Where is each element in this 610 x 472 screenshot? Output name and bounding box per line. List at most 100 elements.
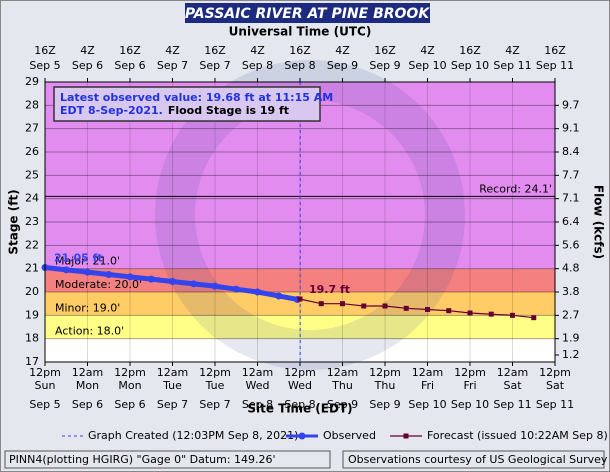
legend-label: Forecast (issued 10:22AM Sep 8) <box>427 429 608 442</box>
legend-marker <box>298 432 306 440</box>
forecast-point <box>340 301 345 307</box>
x-tick-day: Mon <box>76 379 99 392</box>
x-tick-day: Thu <box>331 379 353 392</box>
forecast-point <box>361 303 367 309</box>
x-tick-date: Sep 7 <box>199 398 230 411</box>
y2-tick-label: 9.1 <box>562 122 580 135</box>
x-tick-day: Tue <box>162 379 182 392</box>
flood-category-label: Moderate: 20.0' <box>55 278 142 291</box>
record-label: Record: 24.1' <box>479 182 552 195</box>
top-tick-label: 16Z <box>459 44 481 57</box>
y-tick-label: 20 <box>25 285 39 298</box>
x-tick-date: Sep 7 <box>157 398 188 411</box>
info-flood-stage: Flood Stage is 19 ft <box>168 104 289 117</box>
top-tick-date: Sep 7 <box>157 59 188 72</box>
forecast-point <box>467 310 473 316</box>
legend-label: Graph Created (12:03PM Sep 8, 2021) <box>88 429 298 442</box>
forecast-point <box>425 307 430 312</box>
top-tick-label: 4Z <box>80 44 95 57</box>
title-bar <box>185 3 430 23</box>
top-tick-label: 16Z <box>544 44 566 57</box>
top-tick-label: 16Z <box>289 44 311 57</box>
y-tick-label: 18 <box>25 332 39 345</box>
info-line: Latest observed value: 19.68 ft at 11:15… <box>60 91 333 104</box>
x-tick-date: Sep 11 <box>493 398 531 411</box>
top-tick-date: Sep 9 <box>327 59 358 72</box>
top-axis-title: Universal Time (UTC) <box>229 25 372 39</box>
observed-point <box>169 278 176 285</box>
footer-box <box>342 450 605 469</box>
y-tick-label: 24 <box>25 192 39 205</box>
y2-tick-label: 7.7 <box>562 168 580 181</box>
x-tick-date: Sep 8 <box>284 398 315 411</box>
x-tick-label: 12pm <box>284 366 316 379</box>
x-tick-label: 12pm <box>114 366 146 379</box>
info-line: EDT 8-Sep-2021. Flood Stage is 19 ft <box>60 104 289 117</box>
top-tick-date: Sep 6 <box>72 59 103 72</box>
y-axis-title: Stage (ft) <box>7 189 21 254</box>
annotation: 21.05 ft <box>54 252 103 265</box>
top-tick-label: 16Z <box>204 44 226 57</box>
x-tick-date: Sep 10 <box>408 398 446 411</box>
x-tick-label: 12pm <box>454 366 486 379</box>
y2-tick-label: 9.7 <box>562 98 580 111</box>
y2-tick-label: 2.7 <box>562 308 580 321</box>
flood-category-label: Major: 21.0' <box>55 255 120 268</box>
top-tick-date: Sep 11 <box>536 59 574 72</box>
y-tick-label: 19 <box>25 308 39 321</box>
annotation: 19.7 ft <box>309 283 350 296</box>
y2-tick-label: 7.1 <box>562 192 580 205</box>
y2-tick-label: 6.4 <box>562 215 580 228</box>
y2-tick-label: 3.8 <box>562 285 580 298</box>
x-tick-label: 12am <box>157 366 188 379</box>
legend-label: Observed <box>323 429 376 442</box>
top-tick-date: Sep 10 <box>408 59 446 72</box>
x-tick-label: 12pm <box>539 366 571 379</box>
top-tick-date: Sep 8 <box>284 59 315 72</box>
observed-point <box>211 282 219 290</box>
top-tick-date: Sep 9 <box>369 59 400 72</box>
y2-axis-title: Flow (kcfs) <box>592 185 606 259</box>
x-tick-date: Sep 8 <box>242 398 273 411</box>
forecast-point <box>488 311 494 317</box>
y-tick-label: 28 <box>25 98 39 111</box>
x-tick-label: 12am <box>412 366 443 379</box>
top-tick-date: Sep 6 <box>114 59 145 72</box>
x-tick-label: 12am <box>242 366 273 379</box>
forecast-point <box>446 308 452 314</box>
x-tick-day: Fri <box>421 379 434 392</box>
y-tick-label: 26 <box>25 145 39 158</box>
info-box <box>53 86 321 122</box>
top-tick-label: 4Z <box>420 44 435 57</box>
x-tick-label: 12am <box>72 366 103 379</box>
y2-tick-label: 5.6 <box>562 238 580 251</box>
x-tick-date: Sep 9 <box>327 398 358 411</box>
top-tick-date: Sep 5 <box>29 59 60 72</box>
top-tick-label: 4Z <box>505 44 520 57</box>
footer-left: PINN4(plotting HGIRG) "Gage 0" Datum: 14… <box>9 453 276 466</box>
x-tick-day: Tue <box>205 379 225 392</box>
forecast-point <box>510 312 515 318</box>
x-axis-title: Site Time (EDT) <box>247 402 352 416</box>
observed-point <box>126 273 134 281</box>
series-line <box>299 298 534 319</box>
forecast-point <box>318 301 324 307</box>
info-date: EDT 8-Sep-2021. <box>60 104 163 117</box>
x-tick-date: Sep 5 <box>29 398 60 411</box>
top-tick-date: Sep 10 <box>451 59 489 72</box>
x-tick-day: Sat <box>546 379 565 392</box>
y-tick-label: 23 <box>25 215 39 228</box>
x-tick-date: Sep 10 <box>451 398 489 411</box>
observed-point <box>232 285 240 293</box>
flood-category-label: Minor: 19.0' <box>55 301 120 314</box>
observed-point <box>147 275 155 283</box>
footer-right: Observations courtesy of US Geological S… <box>348 453 608 466</box>
x-tick-date: Sep 6 <box>114 398 145 411</box>
y2-tick-label: 4.8 <box>562 262 580 275</box>
x-tick-date: Sep 6 <box>72 398 103 411</box>
forecast-point <box>531 315 537 321</box>
top-tick-date: Sep 7 <box>199 59 230 72</box>
observed-point <box>254 288 261 296</box>
observed-point <box>190 280 198 288</box>
y-tick-label: 22 <box>25 238 39 251</box>
